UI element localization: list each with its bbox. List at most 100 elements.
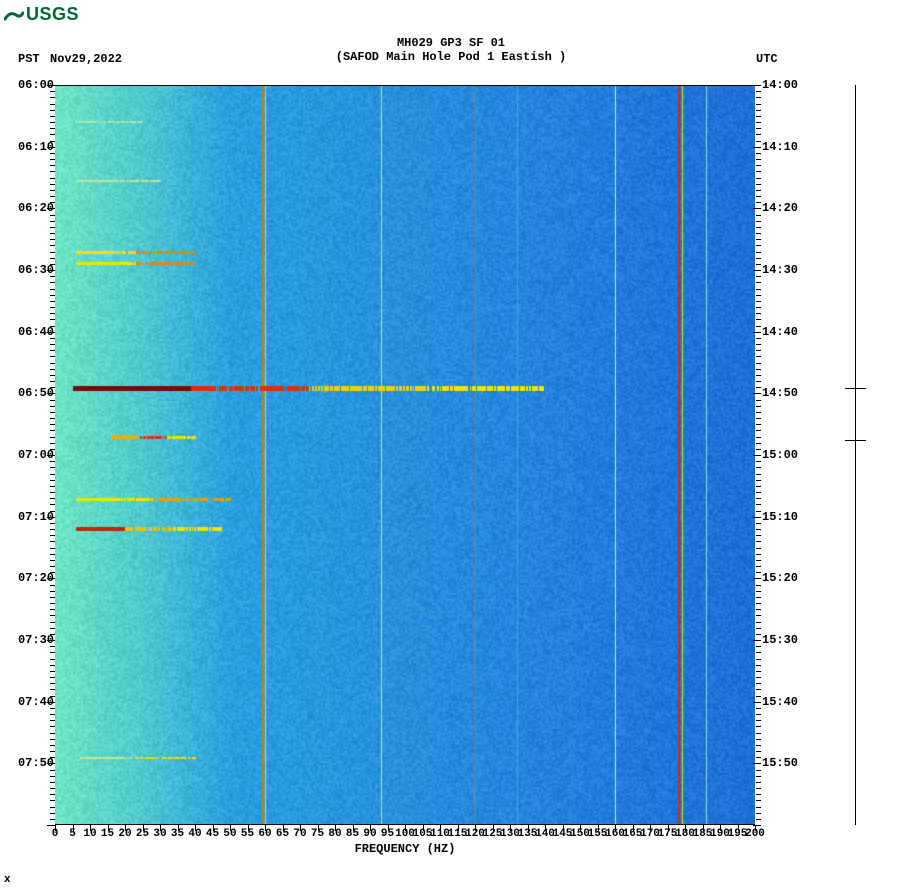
y-right-label: 15:50	[762, 756, 806, 770]
x-tick-label: 90	[363, 828, 376, 840]
y-tick	[756, 104, 761, 105]
y-tick	[756, 609, 761, 610]
x-axis-labels: 0510152025303540455055606570758085909510…	[55, 828, 755, 842]
y-tick	[756, 239, 761, 240]
y-tick	[756, 233, 761, 234]
y-tick	[756, 548, 761, 549]
y-left-label: 07:50	[14, 756, 54, 770]
y-tick	[753, 517, 761, 518]
y-tick	[756, 652, 761, 653]
y-right-label: 14:00	[762, 78, 806, 92]
y-tick	[756, 566, 761, 567]
y-tick	[756, 282, 761, 283]
y-tick	[756, 745, 761, 746]
y-tick	[756, 708, 761, 709]
y-tick	[756, 615, 761, 616]
x-tick-label: 85	[346, 828, 359, 840]
side-scale-tick	[845, 440, 866, 441]
y-tick	[756, 289, 761, 290]
y-tick	[756, 184, 761, 185]
y-right-label: 14:10	[762, 140, 806, 154]
y-tick	[756, 671, 761, 672]
y-left-label: 07:00	[14, 448, 54, 462]
y-tick	[756, 683, 761, 684]
y-tick	[756, 751, 761, 752]
y-tick	[756, 412, 761, 413]
y-tick	[756, 782, 761, 783]
y-tick	[756, 726, 761, 727]
y-left-label: 06:20	[14, 201, 54, 215]
y-tick	[756, 165, 761, 166]
y-tick	[756, 221, 761, 222]
y-left-label: 07:30	[14, 633, 54, 647]
y-tick	[756, 110, 761, 111]
y-tick	[756, 245, 761, 246]
y-tick	[756, 307, 761, 308]
y-tick	[756, 406, 761, 407]
y-tick	[756, 714, 761, 715]
y-tick	[756, 215, 761, 216]
y-tick	[756, 375, 761, 376]
y-tick	[756, 387, 761, 388]
y-tick	[756, 443, 761, 444]
usgs-swoosh-icon	[4, 5, 24, 25]
y-tick	[756, 437, 761, 438]
y-right-label: 14:20	[762, 201, 806, 215]
y-tick	[753, 332, 761, 333]
y-tick	[756, 819, 761, 820]
y-tick	[756, 800, 761, 801]
y-tick	[756, 529, 761, 530]
y-tick	[756, 295, 761, 296]
x-tick-label: 5	[69, 828, 76, 840]
y-tick	[756, 634, 761, 635]
y-tick	[756, 739, 761, 740]
y-tick	[753, 147, 761, 148]
y-tick	[756, 159, 761, 160]
x-tick-label: 30	[153, 828, 166, 840]
y-tick	[756, 788, 761, 789]
y-tick	[756, 344, 761, 345]
y-tick	[756, 381, 761, 382]
y-tick	[756, 523, 761, 524]
y-tick	[753, 85, 761, 86]
x-tick-label: 10	[83, 828, 96, 840]
y-tick	[756, 430, 761, 431]
spectrogram-canvas	[55, 85, 755, 825]
y-tick	[756, 178, 761, 179]
y-tick	[756, 511, 761, 512]
y-tick	[756, 418, 761, 419]
y-tick	[756, 535, 761, 536]
x-tick-label: 200	[745, 828, 765, 840]
y-tick	[756, 326, 761, 327]
y-tick	[756, 141, 761, 142]
y-tick	[756, 689, 761, 690]
y-tick	[753, 455, 761, 456]
y-right-label: 15:40	[762, 695, 806, 709]
x-tick-label: 70	[293, 828, 306, 840]
y-tick	[756, 696, 761, 697]
y-tick	[756, 202, 761, 203]
y-tick	[756, 813, 761, 814]
x-tick-label: 75	[311, 828, 324, 840]
y-tick	[756, 128, 761, 129]
y-axis-right-labels: 14:0014:1014:2014:3014:4014:5015:0015:10…	[762, 85, 806, 825]
y-tick	[756, 486, 761, 487]
x-tick-label: 95	[381, 828, 394, 840]
usgs-logo-text: USGS	[26, 4, 79, 25]
y-tick	[753, 640, 761, 641]
y-tick	[756, 585, 761, 586]
y-tick	[756, 116, 761, 117]
x-tick-label: 0	[52, 828, 59, 840]
y-tick	[756, 628, 761, 629]
y-tick	[756, 134, 761, 135]
x-tick-label: 80	[328, 828, 341, 840]
y-tick	[756, 91, 761, 92]
y-left-label: 06:10	[14, 140, 54, 154]
y-tick	[756, 480, 761, 481]
y-tick	[756, 665, 761, 666]
y-tick	[756, 252, 761, 253]
y-tick	[756, 400, 761, 401]
y-tick	[753, 393, 761, 394]
y-tick	[756, 770, 761, 771]
y-tick	[753, 763, 761, 764]
